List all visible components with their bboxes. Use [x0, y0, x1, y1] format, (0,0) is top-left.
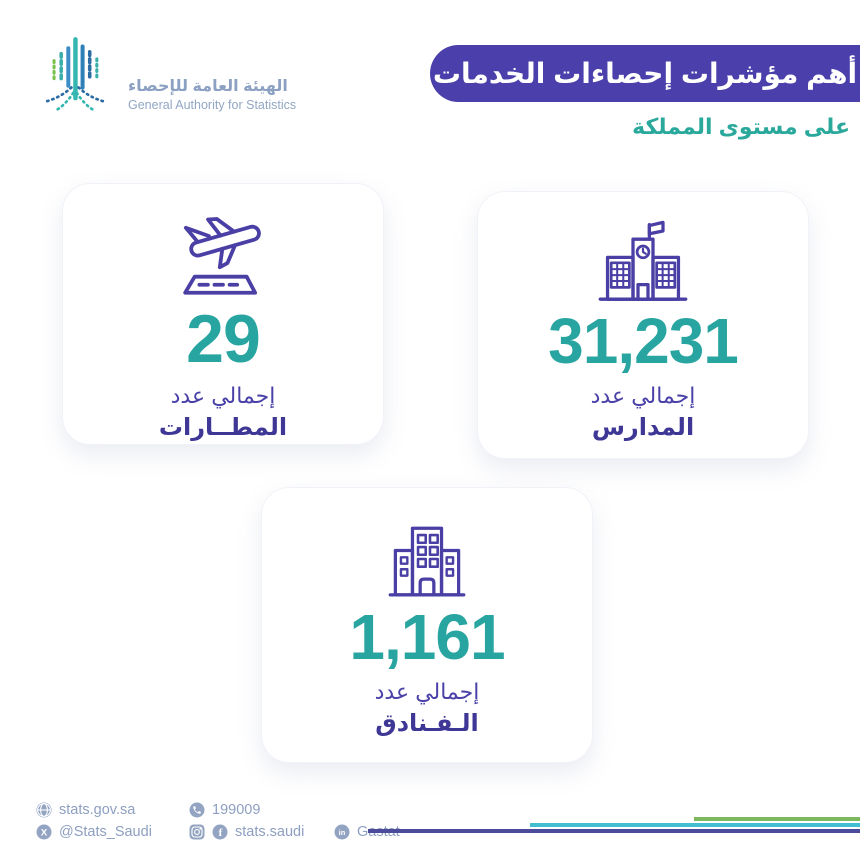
globe-icon	[36, 802, 52, 818]
x-twitter-icon: X	[36, 824, 52, 840]
footer-twitter-text: @Stats_Saudi	[59, 824, 152, 840]
stat-card-schools: 31,231 إجمالي عدد المدارس	[477, 191, 809, 459]
stat-value-schools: 31,231	[548, 305, 739, 377]
logo-arabic-name: الهيئة العامة للإحصاء	[128, 78, 288, 95]
footer-social-text: stats.saudi	[235, 824, 305, 840]
phone-icon	[189, 802, 205, 818]
logo-english-name: General Authority for Statistics	[128, 98, 297, 112]
hotel-building-icon	[380, 516, 474, 602]
footer-twitter-link[interactable]: X @Stats_Saudi	[36, 824, 169, 840]
stat-value-hotels: 1,161	[349, 601, 505, 673]
svg-text:f: f	[219, 827, 223, 839]
stat-label-hotels-2: الـفـنادق	[375, 710, 479, 738]
stat-value-airports: 29	[186, 301, 261, 377]
gastat-palm-bars-icon	[34, 34, 116, 116]
decorative-line-purple	[368, 829, 860, 833]
stat-label-schools-1: إجمالي عدد	[590, 383, 696, 409]
stat-label-airports-2: المطــارات	[158, 414, 288, 442]
school-building-icon	[593, 216, 693, 306]
footer-contacts: stats.gov.sa 199009 X @Stats_Saudi	[36, 796, 400, 840]
stat-card-hotels: 1,161 إجمالي عدد الـفـنادق	[261, 487, 593, 763]
decorative-line-cyan	[530, 823, 860, 827]
instagram-icon	[189, 824, 205, 840]
gastat-logo: الهيئة العامة للإحصاء General Authority …	[34, 34, 296, 116]
footer-website-link[interactable]: stats.gov.sa	[36, 802, 169, 818]
facebook-icon: f	[212, 824, 228, 840]
svg-text:X: X	[41, 827, 48, 838]
stat-label-schools-2: المدارس	[591, 414, 695, 442]
stat-label-airports-1: إجمالي عدد	[170, 383, 276, 409]
banner-subtitle: على مستوى المملكة	[632, 114, 850, 139]
airplane-takeoff-icon	[171, 206, 275, 302]
stat-label-hotels-1: إجمالي عدد	[374, 679, 480, 705]
banner-title: أهم مؤشرات إحصاءات الخدمات	[430, 45, 860, 102]
svg-text:in: in	[339, 828, 346, 837]
footer-phone[interactable]: 199009	[189, 802, 260, 818]
footer-social-link[interactable]: f stats.saudi	[189, 824, 314, 840]
linkedin-icon: in	[334, 824, 350, 840]
footer-website-text: stats.gov.sa	[59, 802, 136, 818]
footer-phone-text: 199009	[212, 802, 261, 818]
decorative-line-green	[694, 817, 860, 821]
stat-card-airports: 29 إجمالي عدد المطــارات	[62, 183, 384, 445]
